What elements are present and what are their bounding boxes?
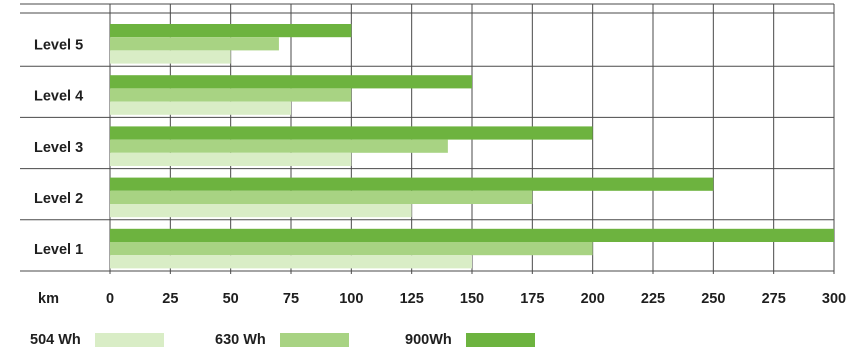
legend: 504 Wh 630 Wh 900Wh	[0, 332, 851, 352]
bar-level-1-900wh	[110, 228, 834, 242]
x-tick-label: 200	[581, 291, 605, 307]
x-tick-label: 275	[762, 291, 786, 307]
category-label: Level 2	[34, 191, 83, 207]
bar-level-1-504wh	[110, 255, 472, 269]
x-tick-label: 175	[520, 291, 544, 307]
bar-level-2-900wh	[110, 177, 714, 191]
bar-level-3-900wh	[110, 126, 593, 140]
bar-level-3-504wh	[110, 152, 352, 166]
bar-level-4-504wh	[110, 101, 291, 115]
x-tick-labels: km 0 25 50 75 100 125 150 175 200 225 250 275 300	[38, 291, 846, 307]
legend-label: 900Wh	[405, 332, 452, 348]
row-separators	[20, 3, 834, 272]
bar-level-5-630wh	[110, 37, 279, 51]
x-tick-label: 50	[223, 291, 239, 307]
bar-level-4-630wh	[110, 88, 352, 102]
bar-level-2-630wh	[110, 190, 533, 204]
range-bar-chart: Level 5 Level 4 Level 3 Level 2 Level 1 km 0…	[20, 3, 846, 307]
category-labels: Level 5 Level 4 Level 3 Level 2 Level 1	[34, 37, 83, 258]
category-label: Level 4	[34, 89, 83, 105]
bar-level-1-630wh	[110, 242, 593, 256]
x-tick-label: 225	[641, 291, 665, 307]
x-tick-label: 150	[460, 291, 484, 307]
bar-level-3-630wh	[110, 139, 448, 153]
bar-level-5-900wh	[110, 24, 352, 38]
x-tick-label: 75	[283, 291, 299, 307]
bar-level-5-504wh	[110, 50, 231, 64]
x-tick-label: 300	[822, 291, 846, 307]
legend-item-504wh: 504 Wh	[30, 332, 164, 348]
x-tick-label: 25	[162, 291, 178, 307]
bar-level-2-504wh	[110, 204, 412, 218]
legend-item-630wh: 630 Wh	[215, 332, 349, 348]
bars	[110, 24, 834, 269]
x-tick-label: 125	[400, 291, 424, 307]
x-tick-label: 100	[339, 291, 363, 307]
x-tick-label: 0	[106, 291, 114, 307]
legend-swatch	[279, 333, 349, 347]
category-label: Level 5	[34, 37, 83, 53]
legend-label: 630 Wh	[215, 332, 266, 348]
category-label: Level 3	[34, 140, 83, 156]
x-tick-label: 250	[701, 291, 725, 307]
x-unit-label: km	[38, 291, 59, 307]
category-label: Level 1	[34, 242, 83, 258]
legend-swatch	[94, 333, 164, 347]
legend-label: 504 Wh	[30, 332, 81, 348]
legend-item-900wh: 900Wh	[405, 332, 535, 348]
bar-level-4-900wh	[110, 75, 472, 89]
legend-swatch	[465, 333, 535, 347]
